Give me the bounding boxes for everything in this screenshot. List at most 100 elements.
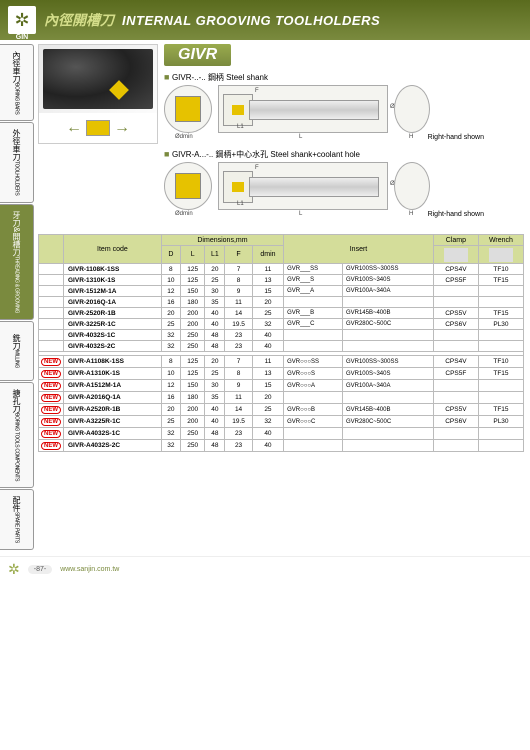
cell-D: 8: [161, 356, 180, 368]
cell-dmin: 25: [252, 308, 283, 319]
cell-L1: 25: [205, 368, 225, 380]
cell-dmin: 11: [252, 356, 283, 368]
side-view-diagram: F L1 L ØD: [218, 85, 388, 133]
category-tab[interactable]: 內徑車刀BORING BARS: [0, 44, 34, 121]
item-code: GIVR-2016Q-1A: [64, 297, 162, 308]
arrow-right-icon: →: [114, 119, 130, 137]
cell-D: 12: [161, 380, 180, 392]
new-badge: NEW: [41, 358, 61, 366]
cell-F: 19.5: [225, 319, 252, 330]
th-L1: L1: [205, 246, 225, 264]
title-en: INTERNAL GROOVING TOOLHOLDERS: [122, 13, 380, 28]
cell-L: 125: [180, 275, 205, 286]
cell-dmin: 40: [252, 428, 283, 440]
cell-dmin: 32: [252, 416, 283, 428]
cell-dmin: 25: [252, 404, 283, 416]
cell-dmin: 20: [252, 297, 283, 308]
item-code: GIVR-2520R-1B: [64, 308, 162, 319]
page-header: ✲ SHAN GIN 內徑開槽刀 INTERNAL GROOVING TOOLH…: [0, 0, 530, 40]
cell-L1: 20: [205, 356, 225, 368]
cell-clamp: [433, 392, 478, 404]
cell-D: 20: [161, 308, 180, 319]
th-insert: Insert: [284, 235, 434, 264]
cell-insert1: GVR○○○SS: [284, 356, 343, 368]
footer-url: www.sanjin.com.tw: [60, 566, 119, 573]
cell-wrench: [478, 330, 523, 341]
cell-F: 23: [225, 330, 252, 341]
cell-insert2: GVR100SS~300SS: [342, 356, 433, 368]
content-area: ← → GIVR GIVR-..-.. 鋼柄 Steel shank Ødmin…: [34, 40, 530, 550]
category-tab[interactable]: 外徑車刀TOOLHOLDERS: [0, 122, 34, 202]
th-dmin: dmin: [252, 246, 283, 264]
cell-clamp: [433, 341, 478, 352]
new-badge: NEW: [41, 382, 61, 390]
tab-label-en: BORING TOOLS COMPONENTS: [14, 413, 20, 481]
new-cell: [39, 264, 64, 275]
cell-insert2: [342, 297, 433, 308]
cell-insert2: GVR100A~340A: [342, 380, 433, 392]
cell-dmin: 40: [252, 440, 283, 452]
cell-L: 250: [180, 330, 205, 341]
category-tab[interactable]: 搪孔刀BORING TOOLS COMPONENTS: [0, 382, 34, 488]
cell-insert1: [284, 341, 343, 352]
item-code: GIVR-A4032S-2C: [64, 440, 162, 452]
item-code: GIVR-A2016Q-1A: [64, 392, 162, 404]
cell-D: 25: [161, 416, 180, 428]
cell-D: 16: [161, 297, 180, 308]
cell-F: 11: [225, 297, 252, 308]
item-code: GIVR-A2520R-1B: [64, 404, 162, 416]
table-row: NEW GIVR-A4032S-1C 32 250 48 23 40: [39, 428, 524, 440]
page-number: -87-: [28, 565, 52, 574]
category-tab[interactable]: 配件SPARE PARTS: [0, 489, 34, 550]
tab-label-cn: 搪孔刀: [11, 389, 22, 413]
th-item: Item code: [64, 235, 162, 264]
cell-D: 32: [161, 440, 180, 452]
cell-F: 9: [225, 380, 252, 392]
category-tab[interactable]: 牙刀&開槽刀THREADING & GROOVING: [0, 204, 34, 320]
brand-logo: ✲ SHAN GIN: [8, 6, 36, 34]
cell-dmin: 20: [252, 392, 283, 404]
new-cell: [39, 275, 64, 286]
cell-clamp: [433, 286, 478, 297]
th-dim: Dimensions,mm: [161, 235, 283, 246]
cell-insert2: GVR100SS~300SS: [342, 264, 433, 275]
footer-flower-icon: ✲: [8, 561, 20, 578]
table-row: GIVR-1310K-1S 10 125 25 8 13 GVR___S GVR…: [39, 275, 524, 286]
table-row: NEW GIVR-A1310K-1S 10 125 25 8 13 GVR○○○…: [39, 368, 524, 380]
category-tab[interactable]: 銑刀MILLING: [0, 321, 34, 381]
cell-wrench: TF15: [478, 308, 523, 319]
rh-shown-label: Right-hand shown: [164, 211, 524, 218]
cell-insert2: GVR145B~400B: [342, 308, 433, 319]
cell-dmin: 40: [252, 330, 283, 341]
cell-dmin: 15: [252, 380, 283, 392]
cell-dmin: 13: [252, 368, 283, 380]
cell-F: 7: [225, 264, 252, 275]
cell-wrench: TF15: [478, 404, 523, 416]
front-view-diagram: Ødmin: [164, 162, 212, 210]
cell-F: 23: [225, 341, 252, 352]
item-code: GIVR-A1310K-1S: [64, 368, 162, 380]
variant-section: GIVR-..-.. 鋼柄 Steel shank Ødmin F L1 L Ø…: [164, 72, 524, 141]
cell-insert2: [342, 428, 433, 440]
cell-wrench: TF10: [478, 356, 523, 368]
table-row: GIVR-2520R-1B 20 200 40 14 25 GVR___B GV…: [39, 308, 524, 319]
end-view-diagram: H: [394, 85, 430, 133]
cell-D: 32: [161, 341, 180, 352]
table-row: GIVR-4032S-1C 32 250 48 23 40: [39, 330, 524, 341]
item-code: GIVR-3225R-1C: [64, 319, 162, 330]
wrench-icon: [489, 248, 513, 262]
cell-D: 8: [161, 264, 180, 275]
cell-clamp: [433, 428, 478, 440]
item-code: GIVR-4032S-1C: [64, 330, 162, 341]
cell-D: 12: [161, 286, 180, 297]
cell-insert1: GVR___S: [284, 275, 343, 286]
tab-label-en: MILLING: [14, 350, 20, 368]
cell-clamp: CPS5V: [433, 404, 478, 416]
new-cell: [39, 297, 64, 308]
cell-insert1: GVR○○○C: [284, 416, 343, 428]
cell-insert1: [284, 428, 343, 440]
th-D: D: [161, 246, 180, 264]
brand-name: SHAN GIN: [8, 27, 36, 41]
cell-insert2: [342, 392, 433, 404]
cell-D: 16: [161, 392, 180, 404]
